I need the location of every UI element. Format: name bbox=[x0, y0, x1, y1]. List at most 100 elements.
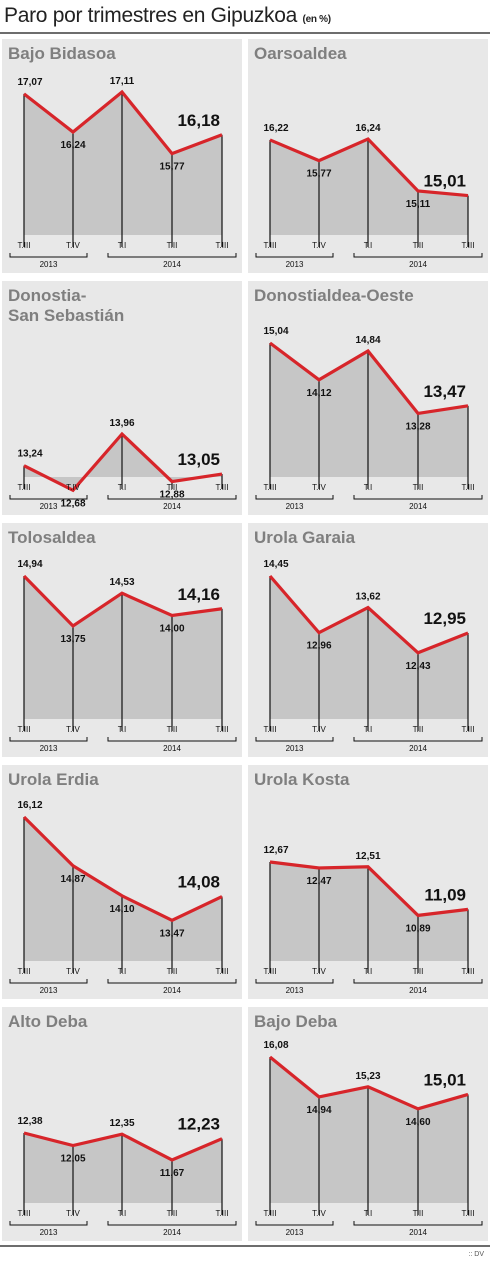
data-label: 13,28 bbox=[405, 421, 430, 432]
chart-svg: Urola Kosta 12,67 12,47 12,51 10,89 11,09 T.II… bbox=[254, 770, 483, 995]
data-label: 15,77 bbox=[306, 169, 331, 180]
tick-label: T.II bbox=[413, 241, 424, 250]
year-label: 2014 bbox=[409, 986, 427, 995]
year-label: 2014 bbox=[409, 744, 427, 753]
tick-label: T.I bbox=[364, 1209, 372, 1218]
tick-label: T.I bbox=[364, 241, 372, 250]
data-label: 16,24 bbox=[60, 140, 85, 151]
series-line bbox=[22, 574, 223, 629]
data-label: 14,16 bbox=[177, 585, 220, 604]
year-bracket bbox=[255, 979, 334, 984]
data-label: 16,18 bbox=[177, 111, 220, 130]
tick-label: T.II bbox=[413, 483, 424, 492]
series-line bbox=[23, 1131, 223, 1162]
data-label: 12,67 bbox=[263, 845, 288, 856]
year-label: 2013 bbox=[286, 986, 304, 995]
year-label: 2013 bbox=[286, 260, 304, 269]
year-label: 2013 bbox=[40, 1228, 58, 1237]
data-label: 12,05 bbox=[60, 1154, 85, 1165]
data-label: 14,60 bbox=[405, 1117, 430, 1128]
tick-label: T.IV bbox=[312, 1209, 326, 1218]
data-label: 12,95 bbox=[423, 609, 466, 628]
series-area bbox=[24, 1133, 222, 1203]
year-bracket bbox=[353, 495, 483, 500]
tick-label: T.III bbox=[216, 967, 229, 976]
tick-label: T.IV bbox=[66, 725, 80, 734]
chart-svg: Donostialdea-Oeste 15,04 14,12 14,84 13,28 13… bbox=[254, 286, 483, 511]
chart-svg: Alto Deba 12,38 12,05 12,35 11,67 12,23 T.III T… bbox=[8, 1012, 237, 1237]
data-label: 12,47 bbox=[306, 876, 331, 887]
year-label: 2014 bbox=[163, 260, 181, 269]
data-label: 15,77 bbox=[159, 162, 184, 173]
data-label: 11,09 bbox=[424, 885, 466, 904]
tick-label: T.IV bbox=[66, 967, 80, 976]
data-label: 15,11 bbox=[406, 199, 431, 210]
year-label: 2014 bbox=[163, 502, 181, 511]
tick-label: T.III bbox=[462, 483, 475, 492]
data-label: 15,23 bbox=[355, 1071, 380, 1082]
year-bracket bbox=[107, 737, 237, 742]
data-label: 17,07 bbox=[17, 77, 42, 88]
year-bracket bbox=[353, 979, 483, 984]
year-label: 2013 bbox=[40, 502, 58, 511]
data-label: 14,87 bbox=[60, 874, 85, 885]
data-label: 16,24 bbox=[355, 123, 380, 134]
tick-label: T.I bbox=[364, 483, 372, 492]
tick-label: T.I bbox=[118, 967, 126, 976]
year-label: 2014 bbox=[409, 502, 427, 511]
chart-svg: Oarsoaldea 16,22 15,77 16,24 15,11 15,01 T.III… bbox=[254, 44, 483, 269]
series-line bbox=[22, 815, 223, 923]
data-label: 13,75 bbox=[60, 634, 85, 645]
tick-label: T.III bbox=[216, 483, 229, 492]
chart-title: Urola Erdia bbox=[8, 770, 99, 789]
chart-svg: Tolosaldea 14,94 13,75 14,53 14,00 14,16 T.III… bbox=[8, 528, 237, 753]
data-label: 11,67 bbox=[160, 1168, 185, 1179]
year-bracket bbox=[255, 737, 334, 742]
tick-label: T.III bbox=[18, 241, 31, 250]
chart-panel: Bajo Bidasoa 17,07 16,24 17,11 15,77 16,18 T.I… bbox=[2, 39, 242, 273]
chart-panel: Oarsoaldea 16,22 15,77 16,24 15,11 15,01 T.III… bbox=[248, 39, 488, 273]
tick-label: T.IV bbox=[312, 241, 326, 250]
data-label: 13,47 bbox=[159, 928, 184, 939]
tick-label: T.II bbox=[167, 241, 178, 250]
year-bracket bbox=[353, 1221, 483, 1226]
tick-label: T.I bbox=[364, 967, 372, 976]
bottom-rule bbox=[0, 1245, 490, 1247]
tick-label: T.III bbox=[462, 1209, 475, 1218]
data-label: 12,38 bbox=[17, 1116, 42, 1127]
year-bracket bbox=[9, 737, 88, 742]
chart-title: Alto Deba bbox=[8, 1012, 88, 1031]
year-label: 2013 bbox=[40, 260, 58, 269]
tick-label: T.I bbox=[118, 483, 126, 492]
data-label: 12,88 bbox=[159, 490, 184, 501]
tick-label: T.II bbox=[167, 483, 178, 492]
series-line bbox=[268, 574, 469, 655]
year-bracket bbox=[353, 253, 483, 258]
tick-label: T.III bbox=[264, 725, 277, 734]
series-line bbox=[23, 89, 223, 156]
tick-label: T.I bbox=[118, 241, 126, 250]
top-rule bbox=[0, 32, 490, 34]
chart-title: San Sebastián bbox=[8, 306, 124, 325]
tick-label: T.III bbox=[216, 241, 229, 250]
chart-panel: Alto Deba 12,38 12,05 12,35 11,67 12,23 T.III T… bbox=[2, 1007, 242, 1241]
data-label: 13,47 bbox=[423, 382, 466, 401]
year-label: 2013 bbox=[286, 502, 304, 511]
series-line bbox=[269, 860, 469, 918]
year-bracket bbox=[107, 253, 237, 258]
series-line bbox=[268, 1055, 469, 1111]
tick-label: T.III bbox=[18, 967, 31, 976]
tick-label: T.IV bbox=[312, 725, 326, 734]
tick-label: T.III bbox=[264, 967, 277, 976]
chart-title: Donostialdea-Oeste bbox=[254, 286, 414, 305]
tick-label: T.II bbox=[167, 725, 178, 734]
year-bracket bbox=[255, 1221, 334, 1226]
chart-title: Urola Garaia bbox=[254, 528, 356, 547]
year-bracket bbox=[9, 495, 88, 500]
data-label: 13,24 bbox=[17, 449, 42, 460]
year-bracket bbox=[9, 1221, 88, 1226]
data-label: 13,96 bbox=[109, 418, 134, 429]
data-label: 14,84 bbox=[355, 335, 380, 346]
data-label: 16,22 bbox=[263, 123, 288, 134]
